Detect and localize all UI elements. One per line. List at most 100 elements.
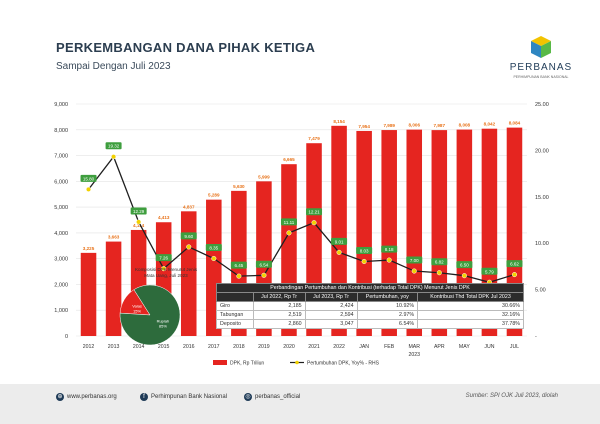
table-cell: 6.54%: [356, 319, 419, 329]
table-cell: 2,424: [304, 301, 358, 311]
legend-bar-swatch: [213, 360, 227, 365]
line-label: 9.60: [184, 234, 193, 239]
x-tick-label: JAN: [359, 344, 369, 350]
table-cell: 2,860: [252, 319, 306, 329]
line-label-box: [230, 261, 247, 269]
x-tick-label: FEB: [384, 344, 395, 350]
logo-text: PERBANAS: [509, 62, 573, 73]
table-cell: Tabungan: [216, 310, 254, 320]
table-row: Deposito 2,860 3,047 6.54% 37.78%: [216, 319, 524, 329]
instagram-icon: ◎: [244, 393, 252, 401]
bar-label: 8,006: [409, 123, 421, 128]
line-label-box: [280, 218, 297, 226]
table-header: Pertumbuhan, yoy: [356, 292, 419, 302]
line-point: [211, 255, 217, 262]
line-label-box: [481, 267, 498, 275]
pie-slice-label: Valas: [132, 303, 142, 308]
line-point: [511, 272, 518, 278]
x-tick-label: 2017: [208, 344, 220, 350]
line-point: [286, 230, 292, 236]
x-tick-label: 2012: [83, 344, 95, 350]
y-right-tick-label: 20.00: [535, 148, 549, 154]
y-left-tick-label: 8,000: [54, 128, 68, 134]
growth-line: [88, 155, 515, 283]
line-label-box: [381, 245, 398, 253]
table-header: Jul 2023, Rp Tr: [304, 292, 358, 302]
facebook-icon: f: [140, 393, 148, 401]
bar-label: 6,665: [283, 157, 295, 162]
pie-slice-label: Rupiah: [157, 319, 170, 324]
x-tick-label: MAY: [459, 344, 470, 350]
legend-line-marker: [295, 360, 299, 365]
line-point: [236, 273, 242, 279]
bar-label: 5,289: [208, 193, 220, 198]
line-label-box: [205, 244, 222, 252]
y-left-tick-label: 9,000: [54, 102, 68, 108]
globe-icon: ⊕: [56, 393, 64, 401]
table-header: Jul 2022, Rp Tr: [252, 292, 306, 302]
x-tick-label: 2015: [158, 344, 170, 350]
table-cell: Deposito: [216, 319, 254, 329]
footer-instagram[interactable]: ◎ perbanas_official: [244, 393, 300, 401]
line-label-box: [331, 237, 348, 245]
bar: [80, 252, 97, 336]
line-label: 12.29: [133, 209, 145, 214]
x-tick-label: 2022: [333, 344, 345, 350]
bar-label: 7,989: [383, 123, 395, 128]
bar-label: 4,837: [183, 204, 195, 209]
legend-bar-label: DPK, Rp Triliun: [230, 361, 264, 367]
line-label: 5.79: [485, 269, 494, 274]
pie-slice-label: 15%: [133, 308, 141, 313]
bar: [180, 211, 197, 336]
line-label: 6.50: [460, 263, 469, 268]
bar-label: 8,008: [459, 123, 471, 128]
pie-title-line: Komposisi DPK Menurut Jenis: [134, 267, 198, 272]
y-left-tick-label: 5,000: [54, 205, 68, 211]
line-label-box: [406, 256, 423, 264]
perbanas-cube-icon: [531, 36, 551, 58]
footer-facebook[interactable]: f Perhimpunan Bank Nasional: [140, 393, 227, 401]
x-tick-label: MAR: [408, 344, 420, 350]
bar-label: 5,630: [233, 184, 245, 189]
page-title: PERKEMBANGAN DANA PIHAK KETIGA: [56, 40, 316, 55]
bar-label: 3,225: [83, 246, 95, 251]
line-point: [336, 249, 342, 255]
line-point: [411, 268, 417, 274]
footer-facebook-text: Perhimpunan Bank Nasional: [151, 394, 228, 400]
line-point: [136, 219, 142, 225]
line-label: 8.35: [209, 246, 218, 251]
footer-website[interactable]: ⊕ www.perbanas.org: [56, 393, 117, 401]
line-label-box: [306, 208, 323, 216]
table-title: Perbandingan Pertumbuhan dan Kontribusi …: [216, 283, 524, 293]
x-tick-label: JUL: [510, 344, 519, 350]
table-cell: Giro: [216, 301, 254, 311]
x-year-label: 2023: [408, 352, 420, 358]
line-label: 8.18: [385, 247, 394, 252]
y-right-tick-label: 10.00: [535, 241, 549, 247]
y-left-tick-label: 7,000: [54, 154, 68, 160]
bar-label: 8,084: [509, 121, 521, 126]
table-cell: 2,594: [304, 310, 358, 320]
comparison-table: Perbandingan Pertumbuhan dan Kontribusi …: [216, 283, 524, 329]
line-label-box: [180, 232, 197, 240]
line-label: 6.45: [234, 263, 243, 268]
line-point: [461, 273, 467, 279]
table-header: Kontribusi Thd Total DPK Jul 2023: [417, 292, 524, 302]
bar: [105, 241, 122, 336]
x-tick-label: 2018: [233, 344, 245, 350]
line-label: 19.32: [108, 144, 120, 149]
line-point: [85, 186, 92, 192]
y-right-tick-label: 15.00: [535, 195, 549, 201]
bar-label: 5,999: [258, 174, 270, 179]
line-label-box: [506, 260, 523, 268]
legend-line-label: Pertumbuhan DPK, Yoy% - RHS: [307, 361, 380, 367]
table-cell: 32.16%: [417, 310, 524, 320]
x-tick-label: 2013: [108, 344, 120, 350]
line-label: 6.62: [510, 262, 519, 267]
pie-title: Komposisi DPK Menurut Jenis Mata Uang, J…: [126, 267, 206, 278]
y-left-tick-label: 6,000: [54, 179, 68, 185]
table-cell: 3,047: [304, 319, 358, 329]
table-cell: 2.97%: [356, 310, 419, 320]
bar-label: 7,479: [308, 136, 320, 141]
